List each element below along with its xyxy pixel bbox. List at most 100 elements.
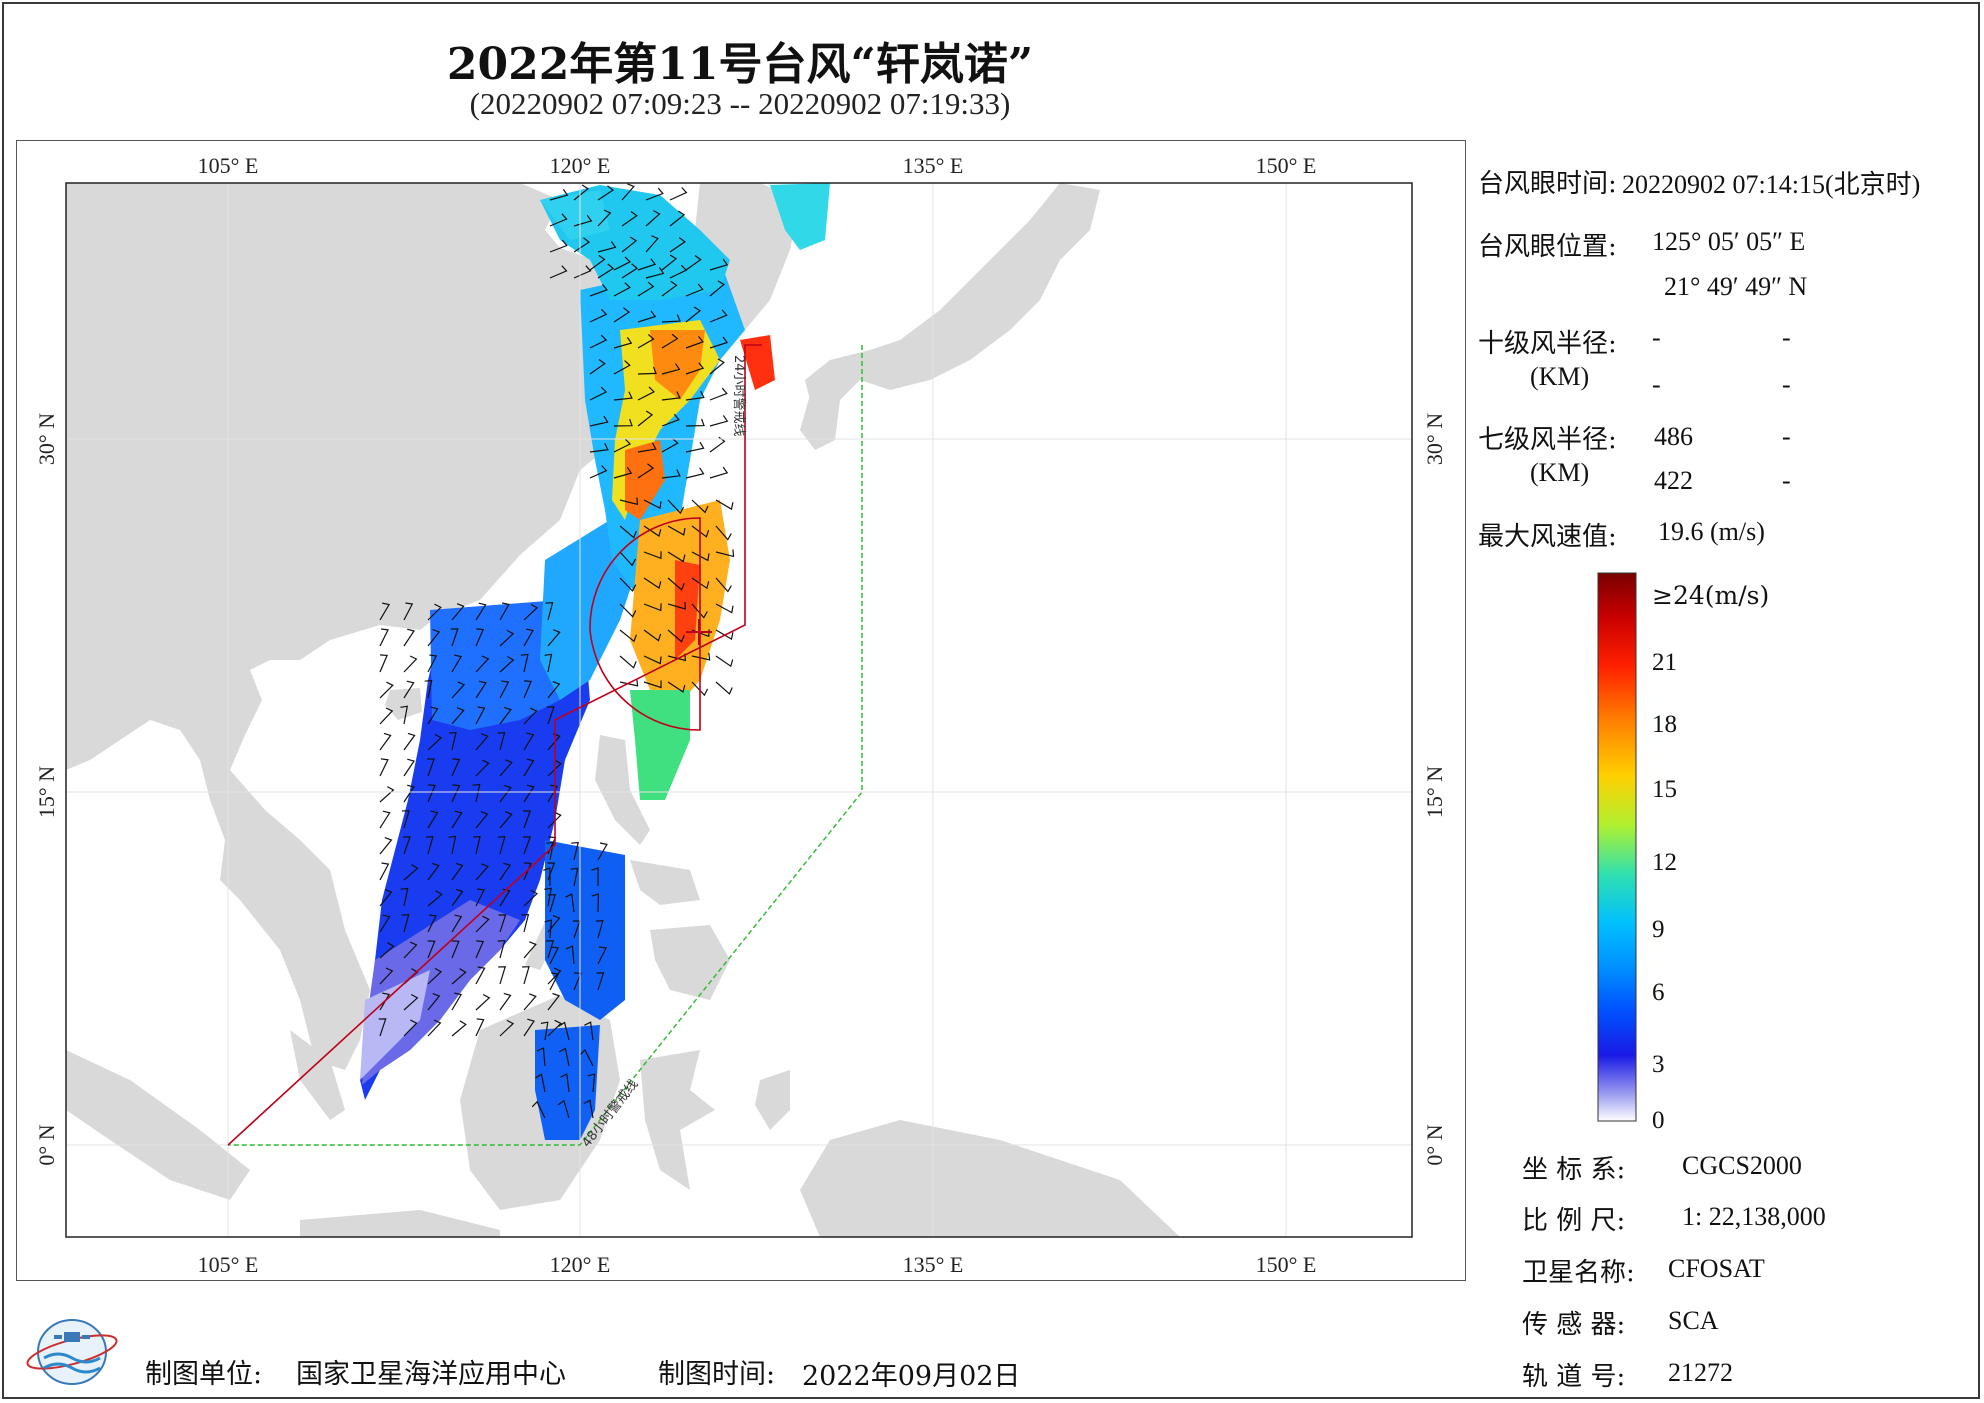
wind-barb	[523, 707, 538, 725]
wind-barb	[637, 310, 657, 323]
orbit-value: 21272	[1668, 1358, 1733, 1387]
colorbar-tick: 9	[1652, 916, 1665, 943]
wind-barb	[402, 810, 410, 829]
wind-barb	[643, 577, 662, 589]
wind-barb	[499, 759, 513, 777]
wind-barb	[547, 784, 558, 803]
wind-barb	[573, 184, 590, 201]
wind-barb	[475, 888, 486, 907]
wind-barb	[427, 993, 441, 1011]
satellite-label: 卫星名称:	[1522, 1258, 1635, 1288]
wind-barb	[709, 336, 729, 349]
wind-barb	[643, 603, 662, 612]
wind-barb	[645, 267, 665, 279]
wind-barb	[643, 525, 662, 537]
wind-barb	[587, 1073, 596, 1093]
wind-barb	[475, 1018, 485, 1037]
wind-barb	[669, 187, 688, 201]
wind-barb	[715, 525, 732, 541]
wind-barb	[637, 333, 655, 349]
wind-barb	[499, 1019, 515, 1037]
wind-barb	[619, 551, 637, 567]
wind-barb	[619, 678, 639, 687]
wind-barb	[403, 836, 411, 855]
swath-east-taiwan-red	[675, 560, 700, 660]
wind-barb	[685, 255, 702, 271]
wind-barb	[475, 602, 487, 621]
wind-barb	[715, 603, 734, 614]
wind-barb	[709, 387, 728, 401]
land-asia-mainland	[66, 183, 635, 1070]
wind-barb	[596, 972, 605, 991]
wind-barb	[613, 337, 633, 349]
wind-barb	[379, 967, 394, 985]
wind-barb	[547, 759, 563, 777]
wind-barb	[570, 867, 579, 887]
wind-barb	[559, 1047, 570, 1067]
wind-barb	[427, 706, 439, 725]
wind-barb	[400, 705, 409, 725]
lat-tick-left: 30° N	[34, 413, 59, 465]
wind-barb	[547, 1019, 562, 1037]
lon-tick-bottom: 120° E	[550, 1252, 611, 1277]
wind-barb	[451, 862, 464, 881]
r10-value: -	[1652, 323, 1661, 352]
wind-barb	[499, 862, 512, 881]
wind-barb	[715, 681, 733, 695]
wind-barb	[547, 629, 561, 647]
maker-label: 制图单位:	[145, 1359, 263, 1390]
wind-barb	[379, 889, 393, 907]
land-luzon	[595, 735, 650, 845]
wind-barb	[709, 258, 729, 271]
wind-barb	[523, 993, 537, 1011]
colorbar	[1597, 572, 1637, 1122]
wind-barb	[667, 499, 685, 515]
wind-barb	[403, 628, 415, 647]
swath-high-3	[625, 440, 665, 520]
wind-barb	[709, 415, 729, 427]
wind-barb	[544, 887, 552, 907]
scale-label: 比 例 尺:	[1522, 1206, 1626, 1236]
wind-barb	[661, 469, 681, 479]
lat-tick-left: 0° N	[34, 1124, 59, 1165]
wind-barb	[379, 654, 388, 673]
wind-barb	[475, 940, 485, 959]
land-halmahera	[755, 1070, 790, 1130]
swath-philippine-strip	[545, 840, 625, 1020]
colorbar-tick: 3	[1652, 1051, 1665, 1078]
wind-barb	[643, 655, 662, 665]
r7-label: 七级风半径:	[1478, 425, 1617, 455]
wind-barb	[597, 241, 617, 253]
wind-barb	[691, 551, 710, 562]
wind-barb	[449, 731, 457, 751]
wind-barb	[637, 386, 656, 401]
wind-barb	[547, 915, 561, 933]
wind-barb	[535, 1073, 546, 1093]
wind-barb	[589, 308, 608, 323]
lat-ticks-right: 30° N 15° N 0° N	[1422, 413, 1447, 1166]
wind-barb	[475, 759, 490, 777]
wind-barb	[645, 187, 664, 201]
wind-barb	[451, 603, 465, 621]
wind-barb	[475, 655, 490, 673]
wind-barb	[597, 185, 615, 201]
wind-barb	[557, 1099, 570, 1119]
wind-barb	[448, 835, 457, 855]
wind-barb	[475, 993, 491, 1011]
wind-barb	[451, 914, 463, 933]
wind-barb	[637, 366, 657, 375]
swath-bohai	[540, 190, 610, 240]
colorbar-top-label: ≥24(m/s)	[1652, 581, 1769, 610]
typhoon-eye-marker	[686, 619, 712, 645]
wind-barb	[637, 281, 655, 297]
wind-barb	[523, 758, 535, 777]
wind-barb	[643, 551, 662, 560]
wind-barb	[643, 680, 662, 689]
wind-barb	[715, 499, 734, 511]
warning-label-24h: 24小时警戒线	[731, 355, 747, 437]
wind-barb	[403, 941, 418, 959]
wind-barb	[709, 280, 725, 297]
wind-barb	[499, 680, 510, 699]
wind-barb	[691, 499, 709, 514]
